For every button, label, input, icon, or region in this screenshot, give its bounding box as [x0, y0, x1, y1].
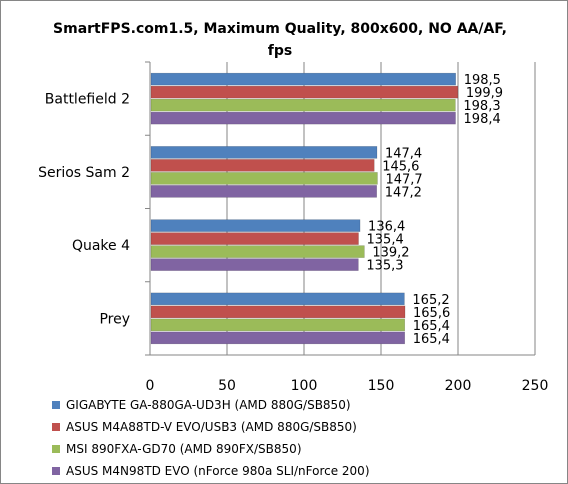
- bar: [150, 318, 405, 332]
- category-label: Prey: [99, 311, 130, 327]
- bar: [150, 305, 406, 319]
- data-label: 165,4: [413, 319, 450, 334]
- bar: [150, 185, 377, 198]
- x-tick-label: 50: [218, 378, 236, 394]
- bar: [150, 111, 456, 125]
- x-tick-label: 200: [445, 378, 472, 394]
- x-tick-label: 0: [146, 378, 155, 394]
- bar: [150, 219, 361, 232]
- bar: [150, 331, 405, 345]
- data-label: 135,4: [367, 233, 404, 248]
- bar: [150, 146, 378, 159]
- data-label: 147,2: [385, 185, 422, 200]
- x-tick-label: 250: [522, 378, 549, 394]
- bar: [150, 172, 378, 185]
- x-tick-label: 100: [291, 378, 318, 394]
- legend-label: MSI 890FXA-GD70 (AMD 890FX/SB850): [66, 442, 302, 456]
- legend-item: MSI 890FXA-GD70 (AMD 890FX/SB850): [52, 438, 370, 460]
- data-label: 165,6: [413, 306, 450, 321]
- legend-item: ASUS M4N98TD EVO (nForce 980a SLI/nForce…: [52, 460, 370, 482]
- legend-swatch: [52, 401, 60, 409]
- bar: [150, 159, 375, 172]
- bar: [150, 98, 456, 112]
- legend: GIGABYTE GA-880GA-UD3H (AMD 880G/SB850) A…: [52, 394, 370, 482]
- data-label: 198,5: [464, 73, 501, 88]
- data-label: 136,4: [368, 220, 405, 235]
- x-tick-label: 150: [368, 378, 395, 394]
- legend-label: ASUS M4N98TD EVO (nForce 980a SLI/nForce…: [66, 464, 370, 478]
- legend-swatch: [52, 467, 60, 475]
- legend-label: GIGABYTE GA-880GA-UD3H (AMD 880G/SB850): [66, 398, 351, 412]
- bar: [150, 72, 456, 86]
- bar: [150, 85, 459, 99]
- data-label: 198,4: [464, 112, 501, 127]
- data-label: 145,6: [382, 159, 419, 174]
- legend-swatch: [52, 423, 60, 431]
- chart-title: SmartFPS.com1.5, Maximum Quality, 800x60…: [53, 21, 507, 59]
- category-label: Battlefield 2: [45, 92, 130, 108]
- data-label: 135,3: [366, 259, 403, 274]
- bar: [150, 292, 405, 306]
- data-label: 165,4: [413, 332, 450, 347]
- data-label: 147,4: [385, 146, 422, 161]
- data-label: 198,3: [463, 99, 500, 114]
- legend-swatch: [52, 445, 60, 453]
- bar: [150, 232, 359, 245]
- legend-label: ASUS M4A88TD-V EVO/USB3 (AMD 880G/SB850): [66, 420, 357, 434]
- data-label: 147,7: [385, 172, 422, 187]
- category-label: Quake 4: [72, 238, 130, 254]
- bar: [150, 245, 365, 258]
- data-label: 139,2: [372, 246, 409, 261]
- legend-item: ASUS M4A88TD-V EVO/USB3 (AMD 880G/SB850): [52, 416, 370, 438]
- data-label: 165,2: [412, 293, 449, 308]
- category-label: Serios Sam 2: [38, 165, 130, 181]
- data-label: 199,9: [466, 86, 503, 101]
- bar: [150, 258, 359, 271]
- legend-item: GIGABYTE GA-880GA-UD3H (AMD 880G/SB850): [52, 394, 370, 416]
